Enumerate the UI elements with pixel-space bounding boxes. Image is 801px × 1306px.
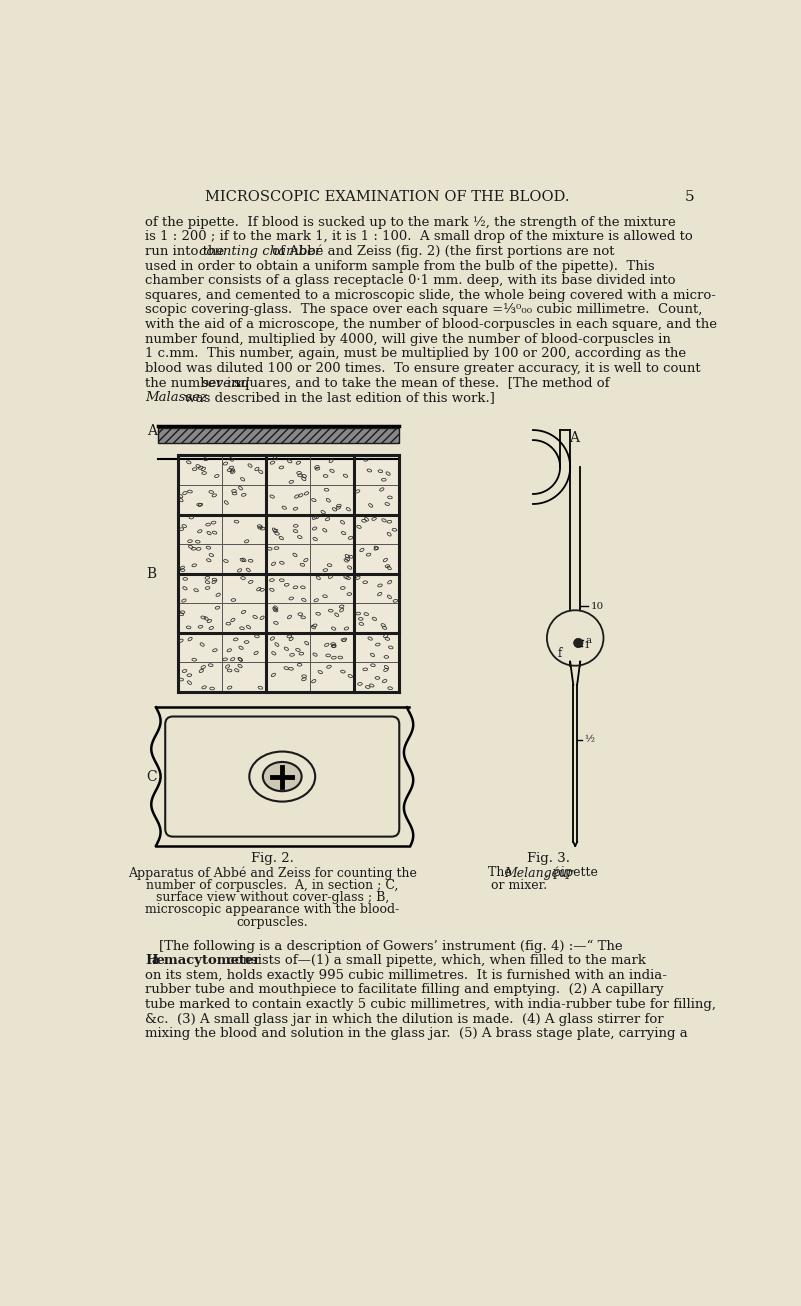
Text: of Abbé and Zeiss (fig. 2) (the first portions are not: of Abbé and Zeiss (fig. 2) (the first po… xyxy=(268,244,614,259)
Text: several: several xyxy=(202,376,250,389)
Text: The: The xyxy=(488,866,515,879)
Text: is 1 : 200 ; if to the mark 1, it is 1 : 100.  A small drop of the mixture is al: is 1 : 200 ; if to the mark 1, it is 1 :… xyxy=(145,230,693,243)
Text: used in order to obtain a uniform sample from the bulb of the pipette).  This: used in order to obtain a uniform sample… xyxy=(145,260,654,273)
Ellipse shape xyxy=(263,761,302,791)
Text: &c.  (3) A small glass jar in which the dilution is made.  (4) A glass stirrer f: &c. (3) A small glass jar in which the d… xyxy=(145,1012,664,1025)
Text: was described in the last edition of this work.]: was described in the last edition of thi… xyxy=(180,392,495,405)
Text: with the aid of a microscope, the number of blood-corpuscles in each square, and: with the aid of a microscope, the number… xyxy=(145,319,717,332)
Text: A: A xyxy=(569,431,579,445)
Text: or mixer.: or mixer. xyxy=(490,879,547,892)
Text: Fig. 2.: Fig. 2. xyxy=(251,853,294,866)
Text: f: f xyxy=(557,648,562,661)
Text: Malassez: Malassez xyxy=(145,392,207,405)
Text: corpuscles.: corpuscles. xyxy=(236,916,308,929)
Text: scopic covering-glass.  The space over each square =⅓⁰₀₀ cubic millimetre.  Coun: scopic covering-glass. The space over ea… xyxy=(145,303,702,316)
Text: chamber consists of a glass receptacle 0·1 mm. deep, with its base divided into: chamber consists of a glass receptacle 0… xyxy=(145,274,675,287)
Text: mixing the blood and solution in the glass jar.  (5) A brass stage plate, carryi: mixing the blood and solution in the gla… xyxy=(145,1028,688,1041)
Bar xyxy=(156,708,409,846)
Text: number of corpuscles.  A, in section ; C,: number of corpuscles. A, in section ; C, xyxy=(146,879,398,892)
Text: the number in: the number in xyxy=(145,376,244,389)
Text: number found, multiplied by 4000, will give the number of blood-corpuscles in: number found, multiplied by 4000, will g… xyxy=(145,333,671,346)
Text: C: C xyxy=(147,769,157,784)
Text: 1: 1 xyxy=(584,641,590,650)
Text: squares, and to take the mean of these.  [The method of: squares, and to take the mean of these. … xyxy=(231,376,610,389)
Text: MICROSCOPIC EXAMINATION OF THE BLOOD.: MICROSCOPIC EXAMINATION OF THE BLOOD. xyxy=(204,189,570,204)
Text: counting chamber: counting chamber xyxy=(199,246,322,257)
Text: ½: ½ xyxy=(584,735,594,744)
Text: squares, and cemented to a microscopic slide, the whole being covered with a mic: squares, and cemented to a microscopic s… xyxy=(145,289,716,302)
Text: A: A xyxy=(147,424,157,438)
Text: on its stem, holds exactly 995 cubic millimetres.  It is furnished with an india: on its stem, holds exactly 995 cubic mil… xyxy=(145,969,667,982)
Text: tube marked to contain exactly 5 cubic millimetres, with india-rubber tube for f: tube marked to contain exactly 5 cubic m… xyxy=(145,998,716,1011)
Text: 10: 10 xyxy=(590,602,604,611)
Text: 1 c.mm.  This number, again, must be multiplied by 100 or 200, according as the: 1 c.mm. This number, again, must be mult… xyxy=(145,347,686,360)
Text: Apparatus of Abbé and Zeiss for counting the: Apparatus of Abbé and Zeiss for counting… xyxy=(127,866,417,879)
Text: a: a xyxy=(586,636,592,645)
Text: B: B xyxy=(147,567,157,581)
Text: microscopic appearance with the blood-: microscopic appearance with the blood- xyxy=(145,904,400,917)
Text: 5: 5 xyxy=(684,189,694,204)
Text: run into the: run into the xyxy=(145,246,228,257)
Text: blood was diluted 100 or 200 times.  To ensure greater accuracy, it is well to c: blood was diluted 100 or 200 times. To e… xyxy=(145,362,701,375)
Text: consists of—(1) a small pipette, which, when filled to the mark: consists of—(1) a small pipette, which, … xyxy=(223,955,646,968)
Text: of the pipette.  If blood is sucked up to the mark ½, the strength of the mixtur: of the pipette. If blood is sucked up to… xyxy=(145,215,676,229)
Text: [The following is a description of Gowers’ instrument (fig. 4) :—“ The: [The following is a description of Gower… xyxy=(159,939,622,952)
Text: rubber tube and mouthpiece to facilitate filling and emptying.  (2) A capillary: rubber tube and mouthpiece to facilitate… xyxy=(145,983,664,996)
Text: surface view without cover-glass ; B,: surface view without cover-glass ; B, xyxy=(155,891,388,904)
Circle shape xyxy=(574,639,583,648)
Bar xyxy=(178,456,399,692)
Text: æmacytometer: æmacytometer xyxy=(151,955,260,968)
Text: Melangéur: Melangéur xyxy=(505,866,574,879)
Text: Fig. 3.: Fig. 3. xyxy=(526,853,570,866)
Text: H: H xyxy=(145,955,158,968)
Text: , pipette: , pipette xyxy=(545,866,598,879)
Bar xyxy=(159,428,399,443)
